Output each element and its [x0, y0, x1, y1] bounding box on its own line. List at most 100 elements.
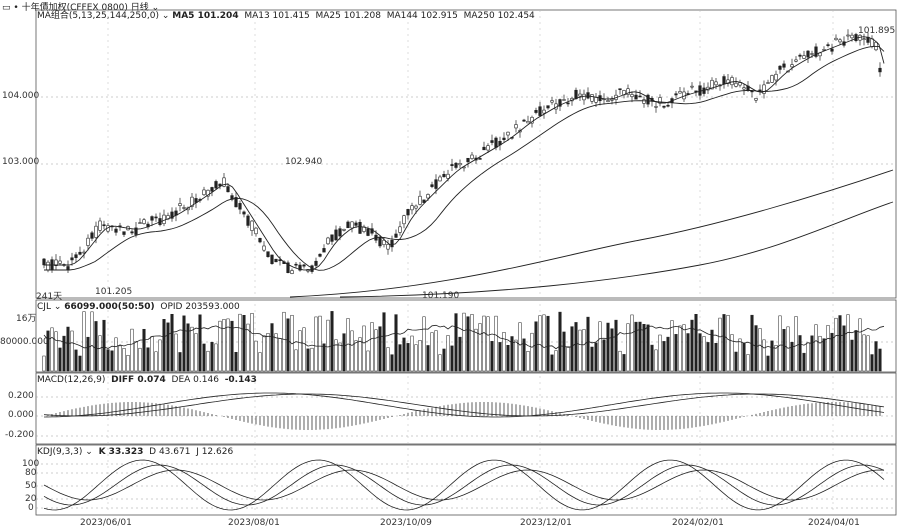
volume-bar [874, 341, 878, 372]
volume-bar [366, 350, 370, 372]
volume-bar [634, 321, 638, 372]
volume-bar [458, 336, 462, 372]
candle-body [366, 228, 370, 236]
x-label-5: 2024/04/01 [808, 518, 860, 528]
volume-bar [46, 330, 50, 372]
volume-bar [506, 344, 510, 372]
grid-icon[interactable]: ▭ [2, 3, 11, 13]
volume-bar [682, 324, 686, 372]
volume-bar [466, 316, 470, 372]
volume-bar [142, 328, 146, 372]
candle-body [290, 270, 294, 274]
pane-frame [35, 299, 897, 373]
chevron-down-icon[interactable]: ⌄ [151, 3, 160, 13]
volume-bar [462, 312, 466, 372]
volume-bar [146, 347, 150, 372]
indicator-name[interactable]: MACD(12,26,9) [37, 375, 106, 385]
volume-bar [782, 329, 786, 372]
volume-bar [174, 333, 178, 372]
volume-bar [398, 344, 402, 372]
chevron-down-icon[interactable]: ⌄ [53, 302, 62, 312]
volume-bar [778, 315, 782, 372]
candle-body [426, 194, 430, 199]
candle-body [422, 199, 426, 203]
chevron-down-icon[interactable]: ⌄ [85, 447, 93, 457]
macd-tick-0: 0.200 [8, 391, 34, 401]
candle-body [402, 215, 406, 225]
pane-frame [35, 9, 897, 299]
indicator-name[interactable]: MA组合(5,13,25,144,250,0) [37, 11, 159, 21]
volume-bar [658, 334, 662, 372]
candle-body [790, 64, 794, 68]
candle-body [754, 98, 758, 101]
candle-body [666, 104, 670, 107]
volume-bar [730, 334, 734, 372]
candle-body [130, 231, 134, 234]
candle-body [142, 219, 146, 224]
volume-bar [62, 335, 66, 372]
volume-bar [470, 314, 474, 372]
x-label-3: 2023/12/01 [520, 518, 572, 528]
candle-body [330, 234, 334, 242]
candle-body [226, 186, 230, 193]
kdj-j: J 12.626 [196, 447, 234, 457]
candle-body [826, 44, 830, 46]
indicator-name[interactable]: KDJ(9,3,3) [37, 447, 83, 457]
volume-bar [550, 354, 554, 372]
volume-bar [718, 317, 722, 372]
menu-dot: • [13, 3, 19, 13]
volume-bar [202, 343, 206, 372]
candle-body [410, 205, 414, 211]
candle-body [270, 254, 274, 264]
volume-bar [354, 340, 358, 372]
volume-bar [110, 350, 114, 372]
title-bar: ▭ • 十年債加权(CFFEX 0800) 日线 ⌄ [2, 0, 159, 13]
volume-bar [478, 323, 482, 372]
price-pane-header: MA组合(5,13,25,144,250,0) ⌄ MA5 101.204 MA… [37, 11, 535, 22]
volume-bar [838, 315, 842, 372]
candle-body [854, 34, 858, 42]
candle-body [630, 94, 634, 97]
volume-bar [826, 325, 830, 372]
candle-body [514, 124, 518, 129]
volume-bar [822, 338, 826, 372]
chevron-down-icon[interactable]: ⌄ [161, 11, 170, 21]
ma250-line [339, 201, 894, 298]
volume-value: 66099.000(50:50) [64, 302, 155, 312]
volume-bar [482, 315, 486, 372]
volume-bar [726, 314, 730, 372]
period-label[interactable]: 日线 [130, 3, 149, 13]
volume-bar [342, 333, 346, 372]
volume-bar [502, 332, 506, 372]
volume-bar [858, 318, 862, 372]
candle-body [446, 173, 450, 179]
volume-bar [314, 316, 318, 372]
candle-body [386, 244, 390, 250]
volume-bar [534, 321, 538, 372]
volume-bar [762, 339, 766, 372]
candle-body [190, 196, 194, 207]
volume-bar [386, 347, 390, 372]
volume-bar [350, 330, 354, 372]
volume-bar [310, 347, 314, 372]
volume-bar [214, 343, 218, 372]
volume-bar [378, 326, 382, 372]
volume-bar [806, 342, 810, 372]
x-label-0: 2023/06/01 [80, 518, 132, 528]
candle-body [418, 195, 422, 205]
volume-bar [626, 323, 630, 372]
candle-body [850, 34, 854, 39]
indicator-name[interactable]: CJL [37, 302, 51, 312]
volume-bar [722, 314, 726, 372]
candle-body [182, 207, 186, 209]
candle-body [774, 73, 778, 81]
candle-body [378, 236, 382, 247]
volume-bar [606, 322, 610, 372]
candle-body [482, 146, 486, 151]
ma5-value: MA5 101.204 [172, 11, 239, 21]
candle-body [202, 189, 206, 196]
volume-bar [530, 332, 534, 372]
macd-pane-header: MACD(12,26,9) DIFF 0.074 DEA 0.146 -0.14… [37, 375, 257, 386]
volume-bar [862, 334, 866, 372]
